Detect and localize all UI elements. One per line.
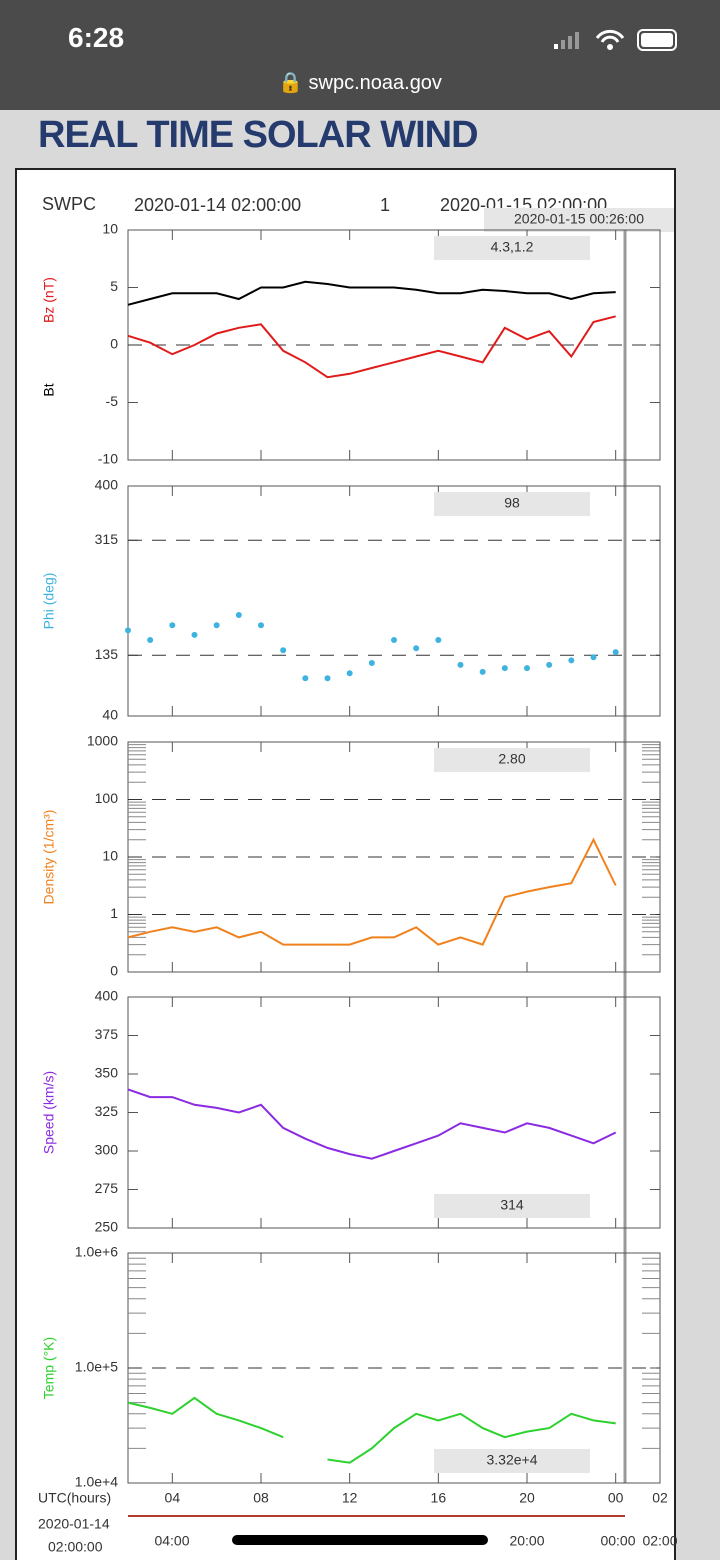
y-tick-label: 350	[95, 1065, 119, 1081]
data-point	[147, 636, 154, 643]
data-line	[127, 280, 616, 306]
y-axis-label: Bz (nT)	[41, 277, 57, 323]
data-point	[413, 645, 420, 652]
data-point	[546, 661, 553, 668]
data-point	[612, 649, 619, 656]
y-axis-label: Temp (°K)	[41, 1337, 57, 1399]
y-tick-label: 100	[95, 790, 119, 806]
start-time[interactable]: 2020-01-14 02:00:00	[134, 195, 301, 215]
data-line	[127, 837, 617, 946]
cursor-box	[484, 208, 674, 232]
readout-box	[434, 492, 590, 516]
y-tick-label: 1000	[87, 733, 118, 749]
y-axis-label: Density (1/cm³)	[41, 810, 57, 905]
data-point	[213, 622, 220, 629]
x-axis-title: UTC(hours)	[38, 1490, 111, 1506]
y-tick-label: 40	[102, 707, 118, 723]
y-tick-label: 135	[95, 646, 119, 662]
x-tick-label: 04	[165, 1490, 181, 1506]
y-tick-label: 375	[95, 1026, 119, 1042]
data-point	[524, 665, 530, 672]
data-point	[346, 670, 353, 677]
data-point	[568, 657, 575, 664]
readout-box	[434, 1449, 590, 1473]
data-point	[280, 647, 287, 654]
y-tick-label: 1.0e+4	[75, 1474, 118, 1490]
y-tick-label: 10	[102, 221, 118, 237]
data-point	[169, 622, 176, 629]
y-tick-label: -5	[106, 393, 119, 409]
readout: 314	[500, 1197, 524, 1213]
clock: 6:28	[68, 22, 125, 53]
data-point	[391, 636, 397, 643]
home-indicator[interactable]	[232, 1535, 488, 1545]
readout-box	[434, 236, 590, 260]
step[interactable]: 1	[380, 195, 390, 215]
y-tick-label: 0	[110, 963, 118, 979]
data-line	[127, 315, 616, 379]
data-point	[368, 659, 375, 666]
slider-tick: 04:00	[154, 1533, 189, 1549]
y-axis-label: Phi (deg)	[41, 573, 57, 630]
y-tick-label: 1	[110, 905, 118, 921]
readout: 98	[504, 495, 520, 511]
x-tick-label: 02	[652, 1490, 668, 1506]
y-tick-label: 275	[95, 1180, 119, 1196]
data-point	[435, 636, 442, 643]
data-point	[258, 622, 264, 629]
y-tick-label: 1.0e+6	[75, 1244, 118, 1260]
data-point	[125, 627, 131, 634]
y-tick-label: -10	[98, 451, 118, 467]
y-tick-label: 250	[95, 1219, 119, 1235]
url-bar[interactable]: 🔒 swpc.noaa.gov	[278, 72, 442, 94]
slider-tick: 20:00	[509, 1533, 544, 1549]
y-axis-label: Bt	[41, 383, 57, 396]
slider-tick: 00:00	[600, 1533, 635, 1549]
x-tick-label: 20	[519, 1490, 535, 1506]
y-tick-label: 5	[110, 278, 118, 294]
y-tick-label: 0	[110, 336, 118, 352]
url[interactable]: swpc.noaa.gov	[308, 72, 442, 94]
status-icons	[554, 29, 677, 51]
status-bar: 6:28 🔒 swpc.noaa.gov	[0, 0, 720, 110]
x-tick-label: 00	[608, 1490, 624, 1506]
slider-date: 2020-01-14	[38, 1516, 110, 1532]
plot-card	[15, 168, 676, 1560]
data-point	[324, 675, 331, 682]
slider-tick: 02:00	[642, 1533, 677, 1549]
y-tick-label: 10	[102, 848, 118, 864]
readout: 3.32e+4	[487, 1452, 538, 1468]
data-point	[457, 661, 464, 668]
y-tick-label: 300	[95, 1142, 119, 1158]
plot-frame	[127, 996, 661, 1229]
x-tick-label: 16	[431, 1490, 447, 1506]
data-line	[127, 1396, 616, 1464]
readout: 2.80	[498, 751, 525, 767]
data-point	[235, 612, 242, 619]
y-tick-label: 315	[95, 531, 119, 547]
readout: 4.3,1.2	[491, 239, 534, 255]
y-tick-label: 325	[95, 1103, 119, 1119]
y-tick-label: 400	[95, 988, 119, 1004]
data-line	[127, 1088, 617, 1160]
plot-frame	[127, 485, 661, 717]
x-tick-label: 08	[253, 1490, 269, 1506]
cursor-time: 2020-01-15 00:26:00	[514, 211, 644, 227]
readout-box	[434, 1194, 590, 1218]
source: SWPC	[42, 194, 96, 214]
y-tick-label: 1.0e+5	[75, 1359, 118, 1375]
data-point	[302, 675, 309, 682]
data-point	[479, 668, 486, 675]
data-point	[501, 665, 508, 672]
y-tick-label: 400	[95, 477, 119, 493]
y-axis-label: Speed (km/s)	[41, 1071, 57, 1154]
x-tick-label: 12	[342, 1490, 358, 1506]
readout-box	[434, 748, 590, 772]
data-point	[191, 631, 198, 638]
data-point	[590, 654, 597, 661]
slider-time: 02:00:00	[48, 1539, 103, 1555]
page-title: REAL TIME SOLAR WIND	[38, 114, 479, 156]
